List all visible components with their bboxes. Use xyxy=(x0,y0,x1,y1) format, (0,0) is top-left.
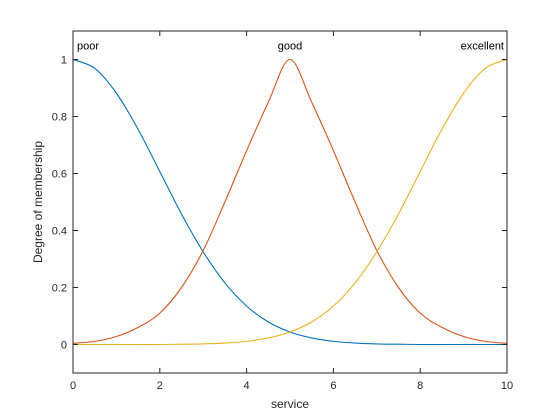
x-tick-label: 4 xyxy=(244,380,250,392)
x-tick-label: 0 xyxy=(70,380,76,392)
x-axis-ticks: 0 2 4 6 8 10 xyxy=(70,31,513,392)
series-layer xyxy=(72,58,508,346)
y-axis-label: Degree of membership xyxy=(31,141,45,263)
y-tick-label: 0.2 xyxy=(52,283,67,295)
x-tick-label: 8 xyxy=(417,380,423,392)
plot-frame xyxy=(72,30,508,374)
y-axis-ticks: 0 0.2 0.4 0.6 0.8 1 xyxy=(52,55,507,352)
x-axis-label: service xyxy=(271,397,309,411)
mf-label-poor: poor xyxy=(77,41,99,53)
series-line-good xyxy=(72,58,508,344)
y-tick-label: 1 xyxy=(61,55,67,67)
mf-label-excellent: excellent xyxy=(461,41,504,53)
y-tick-label: 0.4 xyxy=(52,226,67,238)
y-tick-label: 0.8 xyxy=(52,112,67,124)
plot-background xyxy=(73,31,507,373)
y-tick-label: 0.6 xyxy=(52,169,67,181)
x-tick-label: 6 xyxy=(330,380,336,392)
x-tick-label: 10 xyxy=(501,380,513,392)
mf-label-layer: poor good excellent xyxy=(77,41,504,53)
series-line-excellent xyxy=(73,58,508,346)
mf-label-good: good xyxy=(278,41,302,53)
x-tick-label: 2 xyxy=(157,380,163,392)
y-tick-label: 0 xyxy=(61,340,67,352)
